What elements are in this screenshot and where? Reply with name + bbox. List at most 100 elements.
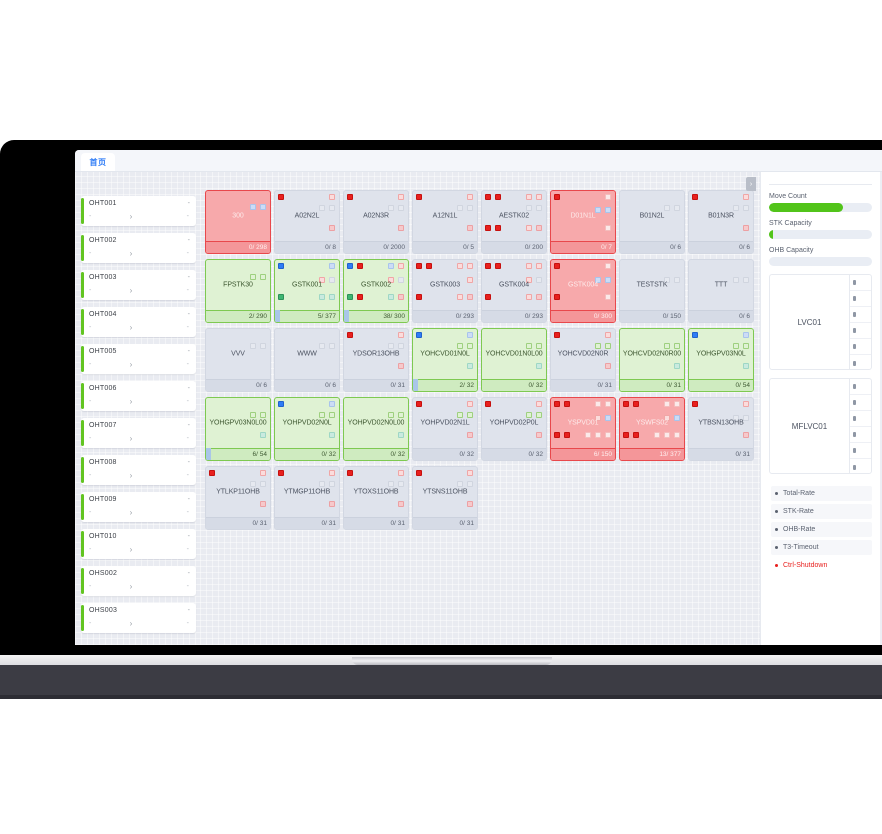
status-chip-icon[interactable] bbox=[564, 401, 570, 407]
status-chip-icon[interactable] bbox=[605, 263, 611, 269]
status-chip-icon[interactable] bbox=[278, 263, 284, 269]
stocker-card[interactable]: YTSNS11OHB 0/ 31 bbox=[412, 466, 478, 530]
status-chip-icon[interactable] bbox=[416, 332, 422, 338]
stocker-card[interactable]: YOHPVD02P0L 0/ 32 bbox=[481, 397, 547, 461]
stocker-card[interactable]: YTOXS11OHB 0/ 31 bbox=[343, 466, 409, 530]
status-chip-icon[interactable] bbox=[605, 401, 611, 407]
status-chip-icon[interactable] bbox=[329, 401, 335, 407]
oht-card[interactable]: OHT007 - - › - bbox=[81, 418, 196, 448]
status-chip-icon[interactable] bbox=[664, 401, 670, 407]
status-chip-icon[interactable] bbox=[329, 194, 335, 200]
chevron-right-icon[interactable]: › bbox=[129, 397, 133, 406]
status-chip-icon[interactable] bbox=[398, 363, 404, 369]
vehicle-box[interactable]: LVC01 bbox=[769, 274, 872, 370]
status-chip-icon[interactable] bbox=[260, 470, 266, 476]
status-chip-icon[interactable] bbox=[536, 225, 542, 231]
status-chip-icon[interactable] bbox=[743, 432, 749, 438]
status-chip-icon[interactable] bbox=[485, 263, 491, 269]
status-chip-icon[interactable] bbox=[467, 470, 473, 476]
status-chip-icon[interactable] bbox=[398, 205, 404, 211]
vehicle-box[interactable]: MFLVC01 bbox=[769, 378, 872, 474]
status-chip-icon[interactable] bbox=[536, 363, 542, 369]
vehicle-slot[interactable] bbox=[850, 395, 871, 411]
status-chip-icon[interactable] bbox=[605, 225, 611, 231]
oht-card[interactable]: OHT002 - - › - bbox=[81, 233, 196, 263]
status-chip-icon[interactable] bbox=[467, 412, 473, 418]
oht-card[interactable]: OHT005 - - › - bbox=[81, 344, 196, 374]
chevron-right-icon[interactable]: › bbox=[129, 323, 133, 332]
status-chip-icon[interactable] bbox=[329, 225, 335, 231]
status-chip-icon[interactable] bbox=[260, 501, 266, 507]
status-chip-icon[interactable] bbox=[457, 412, 463, 418]
vehicle-slot[interactable] bbox=[850, 307, 871, 323]
status-chip-icon[interactable] bbox=[329, 432, 335, 438]
status-chip-icon[interactable] bbox=[398, 412, 404, 418]
oht-card[interactable]: OHT003 - - › - bbox=[81, 270, 196, 300]
status-chip-icon[interactable] bbox=[526, 194, 532, 200]
stocker-card[interactable]: YOHPVD02N0L 0/ 32 bbox=[274, 397, 340, 461]
stocker-card[interactable]: D01N1L 0/ 7 bbox=[550, 190, 616, 254]
status-chip-icon[interactable] bbox=[467, 277, 473, 283]
oht-card[interactable]: OHS003 - - › - bbox=[81, 603, 196, 633]
status-chip-icon[interactable] bbox=[605, 294, 611, 300]
status-chip-icon[interactable] bbox=[605, 207, 611, 213]
stocker-card[interactable]: GSTK001 5/ 377 bbox=[274, 259, 340, 323]
status-chip-icon[interactable] bbox=[398, 332, 404, 338]
status-chip-icon[interactable] bbox=[554, 401, 560, 407]
stocker-card[interactable]: YOHCVD01N0L 2/ 32 bbox=[412, 328, 478, 392]
status-chip-icon[interactable] bbox=[457, 263, 463, 269]
status-chip-icon[interactable] bbox=[623, 432, 629, 438]
status-chip-icon[interactable] bbox=[595, 401, 601, 407]
status-chip-icon[interactable] bbox=[467, 194, 473, 200]
status-chip-icon[interactable] bbox=[674, 401, 680, 407]
status-chip-icon[interactable] bbox=[585, 432, 591, 438]
status-chip-icon[interactable] bbox=[536, 401, 542, 407]
oht-card[interactable]: OHT010 - - › - bbox=[81, 529, 196, 559]
status-chip-icon[interactable] bbox=[664, 277, 670, 283]
chevron-right-icon[interactable]: › bbox=[129, 545, 133, 554]
oht-card[interactable]: OHT008 - - › - bbox=[81, 455, 196, 485]
status-chip-icon[interactable] bbox=[388, 205, 394, 211]
status-chip-icon[interactable] bbox=[260, 204, 266, 210]
status-chip-icon[interactable] bbox=[554, 194, 560, 200]
status-chip-icon[interactable] bbox=[329, 294, 335, 300]
status-chip-icon[interactable] bbox=[426, 263, 432, 269]
status-chip-icon[interactable] bbox=[398, 432, 404, 438]
status-chip-icon[interactable] bbox=[278, 470, 284, 476]
status-chip-icon[interactable] bbox=[347, 332, 353, 338]
status-chip-icon[interactable] bbox=[595, 277, 601, 283]
status-chip-icon[interactable] bbox=[664, 415, 670, 421]
status-chip-icon[interactable] bbox=[674, 205, 680, 211]
status-chip-icon[interactable] bbox=[495, 263, 501, 269]
status-chip-icon[interactable] bbox=[457, 205, 463, 211]
status-chip-icon[interactable] bbox=[674, 432, 680, 438]
status-chip-icon[interactable] bbox=[536, 277, 542, 283]
tab-home[interactable]: 首页 bbox=[81, 153, 115, 171]
status-chip-icon[interactable] bbox=[743, 343, 749, 349]
status-chip-icon[interactable] bbox=[485, 294, 491, 300]
status-chip-icon[interactable] bbox=[595, 432, 601, 438]
status-chip-icon[interactable] bbox=[623, 401, 629, 407]
status-chip-icon[interactable] bbox=[329, 412, 335, 418]
status-chip-icon[interactable] bbox=[260, 274, 266, 280]
status-chip-icon[interactable] bbox=[416, 401, 422, 407]
chevron-right-icon[interactable]: › bbox=[129, 360, 133, 369]
status-chip-icon[interactable] bbox=[398, 277, 404, 283]
status-chip-icon[interactable] bbox=[329, 343, 335, 349]
status-chip-icon[interactable] bbox=[536, 194, 542, 200]
status-chip-icon[interactable] bbox=[467, 294, 473, 300]
status-chip-icon[interactable] bbox=[329, 481, 335, 487]
status-chip-icon[interactable] bbox=[347, 470, 353, 476]
stocker-card[interactable]: YOHCVD02N0R00 0/ 31 bbox=[619, 328, 685, 392]
status-chip-icon[interactable] bbox=[526, 205, 532, 211]
status-chip-icon[interactable] bbox=[416, 263, 422, 269]
vehicle-slot[interactable] bbox=[850, 379, 871, 395]
status-chip-icon[interactable] bbox=[743, 332, 749, 338]
oht-card[interactable]: OHS002 - - › - bbox=[81, 566, 196, 596]
stocker-card[interactable]: YOHCVD02N0R 0/ 31 bbox=[550, 328, 616, 392]
vehicle-slot[interactable] bbox=[850, 355, 871, 371]
status-chip-icon[interactable] bbox=[250, 274, 256, 280]
status-chip-icon[interactable] bbox=[260, 432, 266, 438]
status-chip-icon[interactable] bbox=[526, 412, 532, 418]
stocker-card[interactable]: AESTK02 0/ 200 bbox=[481, 190, 547, 254]
